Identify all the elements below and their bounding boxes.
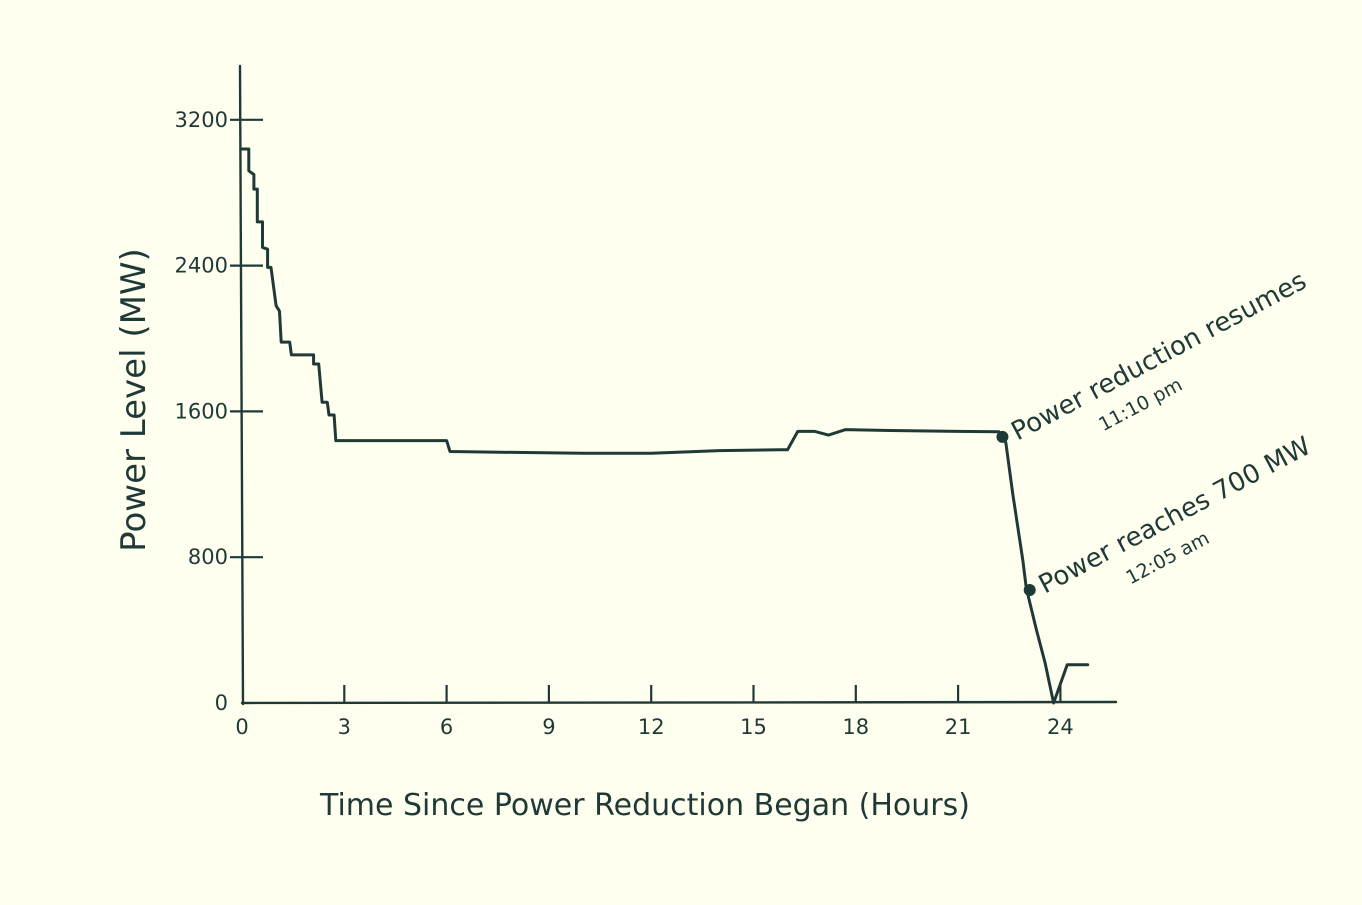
x-tick-label: 21 [945,715,972,739]
annotation-marker [996,430,1009,443]
y-tick-label: 2400 [175,254,228,278]
y-tick-label: 1600 [175,399,228,423]
power-level-line [240,147,1090,705]
x-tick-label: 9 [542,715,555,739]
y-tick-label: 800 [188,545,228,569]
x-tick-label: 0 [235,715,248,739]
annotation-text: Power reduction resumes [1007,266,1312,447]
annotation-text: Power reaches 700 MW [1034,431,1316,600]
x-tick-label: 12 [638,715,665,739]
chart-axes [238,64,1118,706]
y-tick-label: 0 [215,691,228,715]
y-tick-label: 3200 [175,108,228,132]
annotation-marker [1023,584,1036,597]
x-tick-label: 6 [440,715,453,739]
y-axis-line [238,64,245,706]
chart-ticks: 0 800 1600 2400 3200 0 3 6 9 12 15 18 21 24 [175,108,1074,739]
x-tick-label: 3 [338,715,351,739]
y-axis-title: Power Level (MW) [114,248,154,552]
plot-area [240,147,1090,705]
x-tick-label: 15 [740,715,767,739]
x-tick-label: 18 [842,715,869,739]
x-axis-title: Time Since Power Reduction Began (Hours) [319,788,970,823]
x-axis-line [240,700,1118,705]
x-tick-label: 24 [1047,715,1074,739]
